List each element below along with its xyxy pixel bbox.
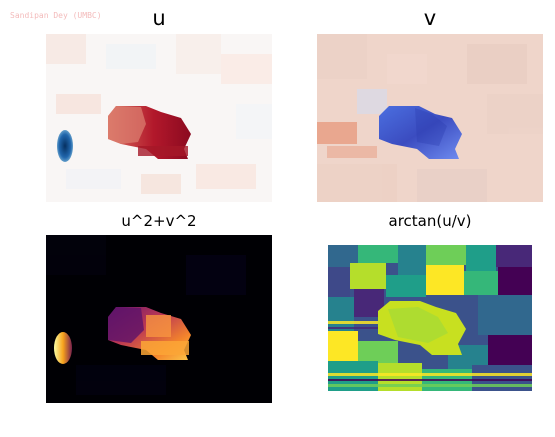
watermark-text: Sandipan Dey (UMBC) [10, 11, 102, 20]
panel-title-v: v [423, 6, 437, 30]
magnitude-image [46, 235, 272, 403]
panel-title-angle: arctan(u/v) [388, 212, 472, 230]
v-flow-image [317, 34, 543, 202]
u-flow-image [46, 34, 272, 202]
angle-image [328, 245, 532, 391]
panel-title-magnitude: u^2+v^2 [121, 212, 197, 230]
panel-title-u: u [152, 6, 166, 30]
